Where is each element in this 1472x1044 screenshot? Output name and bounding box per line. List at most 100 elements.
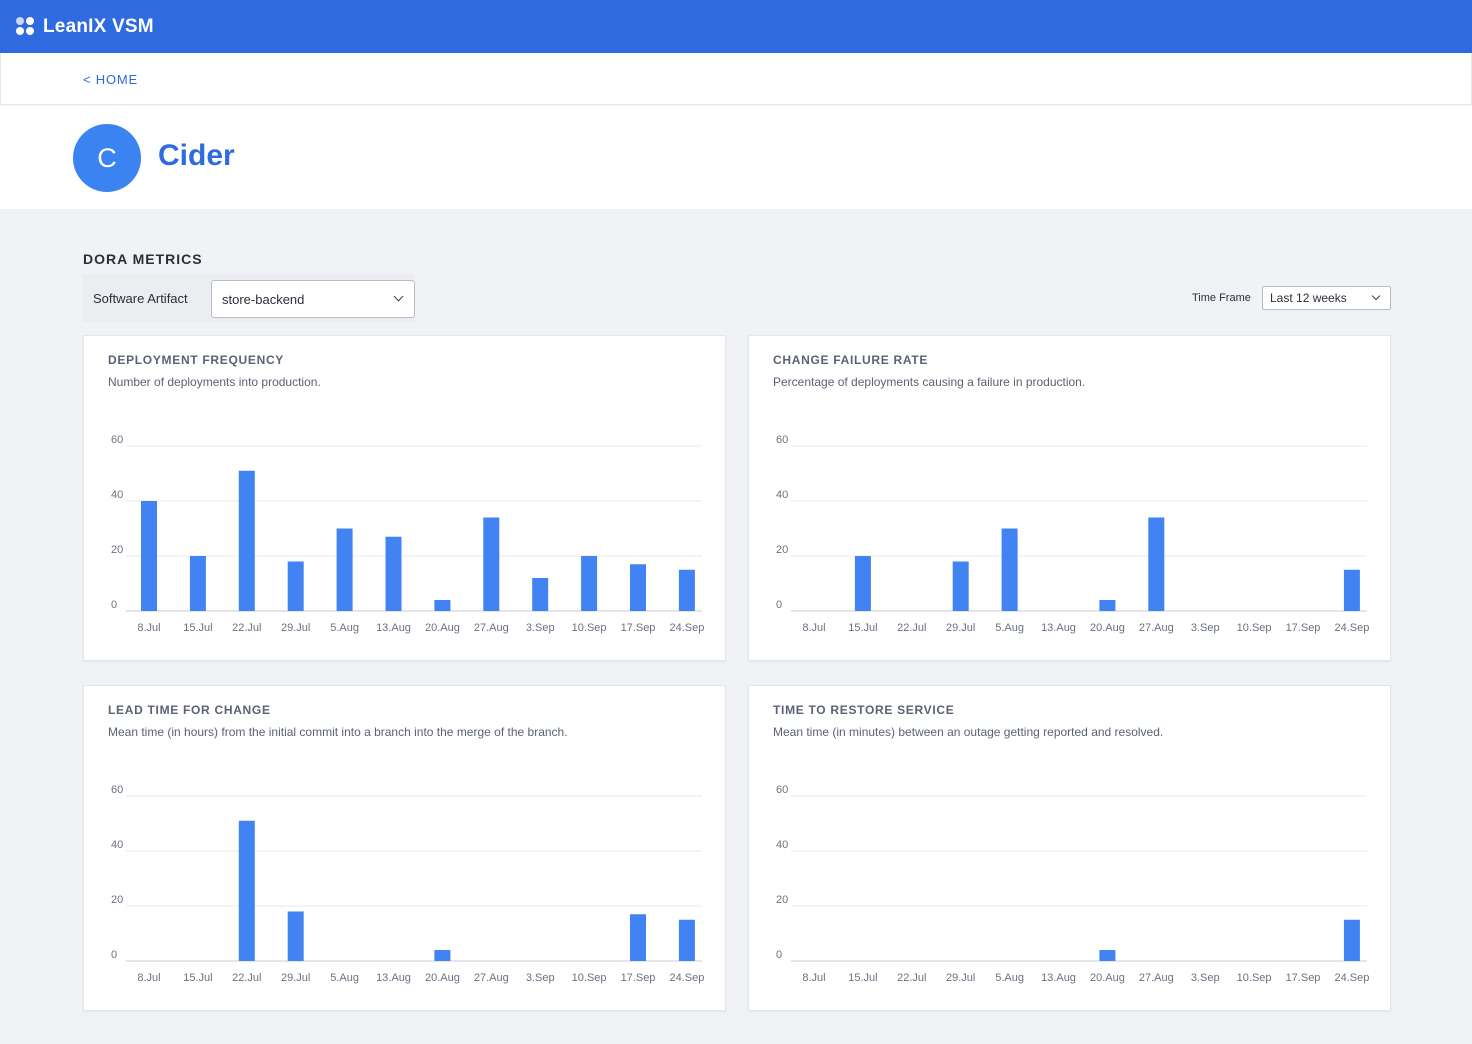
bar[interactable]: [238, 470, 255, 611]
time-frame-value: Last 12 weeks: [1270, 291, 1347, 305]
x-tick-label: 17.Sep: [621, 622, 656, 634]
card-description: Mean time (in hours) from the initial co…: [108, 725, 568, 739]
brand-name: LeanIX VSM: [43, 15, 154, 37]
x-tick-label: 10.Sep: [572, 972, 607, 984]
bar[interactable]: [581, 556, 598, 611]
time-to-restore-service-card: 0 20 40 60 8.Jul 15.Jul 22.Jul 29.Jul 5.Aug 13.Au…: [748, 685, 1391, 1011]
card-description: Number of deployments into production.: [108, 375, 321, 389]
top-bar: LeanIX VSM: [0, 0, 1472, 53]
x-tick-label: 22.Jul: [232, 972, 261, 984]
x-tick-label: 8.Jul: [137, 622, 160, 634]
bar[interactable]: [532, 578, 549, 611]
bar[interactable]: [678, 569, 695, 611]
y-tick-label: 20: [111, 544, 123, 556]
x-tick-label: 24.Sep: [1334, 972, 1369, 984]
page-header: C Cider: [0, 106, 1472, 209]
time-frame-label: Time Frame: [1192, 292, 1251, 304]
x-tick-label: 3.Sep: [1191, 972, 1220, 984]
bar[interactable]: [1099, 600, 1116, 611]
deployment-frequency-card: 0 20 40 60 8.Jul 15.Jul 22.Jul 29.Jul 5.Aug 13.Au…: [83, 335, 726, 661]
x-tick-label: 13.Aug: [1041, 972, 1076, 984]
x-tick-label: 17.Sep: [1286, 972, 1321, 984]
bar[interactable]: [238, 820, 255, 961]
card-title: CHANGE FAILURE RATE: [773, 353, 929, 367]
x-tick-label: 15.Jul: [183, 972, 212, 984]
x-tick-label: 22.Jul: [897, 622, 926, 634]
x-tick-label: 13.Aug: [376, 622, 411, 634]
bar[interactable]: [385, 536, 402, 611]
x-tick-label: 8.Jul: [802, 972, 825, 984]
x-tick-label: 3.Sep: [526, 972, 555, 984]
y-tick-label: 0: [776, 949, 782, 961]
bar[interactable]: [1148, 517, 1165, 612]
section-title: DORA METRICS: [83, 251, 203, 267]
bar[interactable]: [483, 517, 500, 612]
bar[interactable]: [678, 919, 695, 961]
x-tick-label: 10.Sep: [1237, 622, 1272, 634]
bar[interactable]: [1001, 528, 1018, 612]
y-tick-label: 20: [776, 894, 788, 906]
lead-time-for-change-card: 0 20 40 60 8.Jul 15.Jul 22.Jul 29.Jul 5.Aug 13.Au…: [83, 685, 726, 1011]
x-tick-label: 8.Jul: [802, 622, 825, 634]
bar[interactable]: [1099, 950, 1116, 961]
leanix-logo-icon: [16, 17, 35, 36]
bar[interactable]: [630, 564, 646, 611]
x-tick-label: 17.Sep: [621, 972, 656, 984]
card-title: DEPLOYMENT FREQUENCY: [108, 353, 285, 367]
change-failure-rate-card: 0 20 40 60 8.Jul 15.Jul 22.Jul 29.Jul 5.Aug 13.Au…: [748, 335, 1391, 661]
x-tick-label: 10.Sep: [1237, 972, 1272, 984]
y-tick-label: 40: [776, 489, 788, 501]
card-description: Percentage of deployments causing a fail…: [773, 375, 1086, 389]
bar[interactable]: [287, 561, 304, 612]
x-tick-label: 5.Aug: [330, 622, 359, 634]
x-tick-label: 27.Aug: [474, 972, 509, 984]
bar[interactable]: [1343, 569, 1360, 611]
x-tick-label: 13.Aug: [1041, 622, 1076, 634]
x-tick-label: 15.Jul: [848, 622, 877, 634]
breadcrumb-bar: < HOME: [0, 53, 1472, 105]
bar[interactable]: [630, 914, 646, 961]
y-tick-label: 60: [111, 434, 123, 446]
bar[interactable]: [854, 556, 871, 611]
bar[interactable]: [189, 556, 206, 611]
time-to-restore-service-chart: 0 20 40 60 8.Jul 15.Jul 22.Jul 29.Jul 5.Aug 13.Au…: [776, 784, 1369, 984]
x-tick-label: 29.Jul: [281, 972, 310, 984]
x-tick-label: 20.Aug: [1090, 622, 1125, 634]
card-title: TIME TO RESTORE SERVICE: [773, 703, 955, 717]
bar[interactable]: [141, 501, 157, 611]
x-tick-label: 15.Jul: [183, 622, 212, 634]
x-tick-label: 27.Aug: [474, 622, 509, 634]
x-tick-label: 20.Aug: [1090, 972, 1125, 984]
time-frame-select[interactable]: Last 12 weeks: [1262, 286, 1391, 310]
x-tick-label: 3.Sep: [1191, 622, 1220, 634]
bar[interactable]: [287, 911, 304, 962]
x-tick-label: 29.Jul: [946, 622, 975, 634]
bar[interactable]: [434, 950, 451, 961]
x-tick-label: 5.Aug: [995, 622, 1024, 634]
x-tick-label: 15.Jul: [848, 972, 877, 984]
y-tick-label: 60: [111, 784, 123, 796]
software-artifact-select[interactable]: store-backend: [211, 280, 415, 318]
bar[interactable]: [952, 561, 969, 612]
x-tick-label: 27.Aug: [1139, 972, 1174, 984]
page-title: Cider: [158, 139, 235, 172]
x-tick-label: 20.Aug: [425, 622, 460, 634]
home-link[interactable]: < HOME: [83, 72, 139, 87]
y-tick-label: 60: [776, 434, 788, 446]
x-tick-label: 24.Sep: [669, 972, 704, 984]
y-tick-label: 40: [111, 839, 123, 851]
software-artifact-value: store-backend: [222, 292, 305, 307]
lead-time-for-change-chart: 0 20 40 60 8.Jul 15.Jul 22.Jul 29.Jul 5.Aug 13.Au…: [111, 784, 704, 984]
bar[interactable]: [434, 600, 451, 611]
bar[interactable]: [336, 528, 353, 612]
x-tick-label: 13.Aug: [376, 972, 411, 984]
y-tick-label: 20: [111, 894, 123, 906]
x-tick-label: 29.Jul: [281, 622, 310, 634]
chevron-down-icon: [1371, 291, 1381, 301]
x-tick-label: 3.Sep: [526, 622, 555, 634]
x-tick-label: 8.Jul: [137, 972, 160, 984]
x-tick-label: 27.Aug: [1139, 622, 1174, 634]
x-tick-label: 5.Aug: [330, 972, 359, 984]
bar[interactable]: [1343, 919, 1360, 961]
y-tick-label: 0: [111, 949, 117, 961]
